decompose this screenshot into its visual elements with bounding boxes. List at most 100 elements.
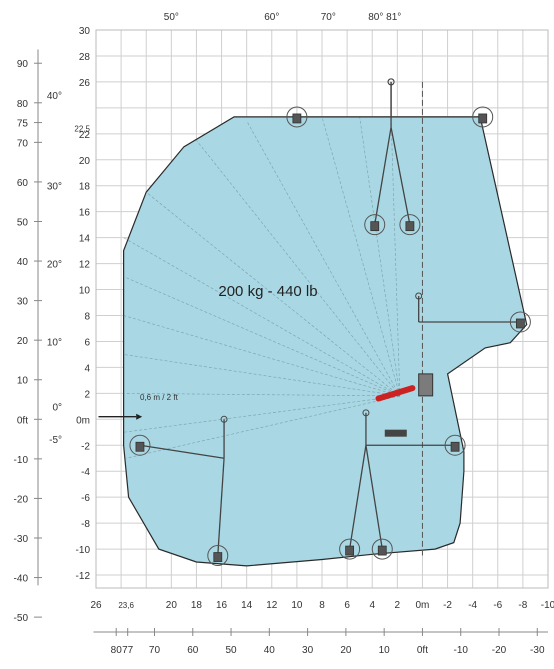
y-tick-ft: -10 <box>14 455 29 466</box>
boom-segment <box>217 458 225 556</box>
boom-arm <box>375 385 416 402</box>
boom-segment <box>365 445 383 550</box>
x-tick-m: -10 <box>541 600 554 611</box>
y-tick-ft: -20 <box>14 494 29 505</box>
boom-positions <box>129 78 531 567</box>
y-tick-m: 28 <box>79 52 91 63</box>
y-tick-ft: 60 <box>17 178 29 189</box>
x-tick-ft: 0ft <box>417 645 428 656</box>
x-tick-m: 26 <box>90 600 102 611</box>
angle-label-top: 50° <box>164 12 179 23</box>
y-tick-m: 4 <box>84 363 90 374</box>
angle-label-top: 60° <box>264 12 279 23</box>
x-tick-ft: 50 <box>225 645 237 656</box>
x-tick-ft: 60 <box>187 645 199 656</box>
basket-icon <box>405 221 415 232</box>
basket-icon <box>370 221 380 232</box>
basket-icon <box>345 545 355 556</box>
offset-note: 0,6 m / 2 ft <box>140 393 179 402</box>
y-tick-m: -6 <box>81 493 90 504</box>
boom-pivot <box>415 292 423 300</box>
machine-base <box>384 429 407 437</box>
reach-line <box>390 116 401 396</box>
y-tick-ft: 70 <box>17 138 29 149</box>
x-tick-m: 0m <box>415 600 429 611</box>
y-tick-ft: -40 <box>14 574 29 585</box>
y-tick-ft: 80 <box>17 99 29 110</box>
reach-line <box>246 120 401 397</box>
y-tick-m: 22 <box>79 130 91 141</box>
x-tick-ft: 77 <box>122 645 134 656</box>
y-tick-m: -4 <box>81 467 90 478</box>
y-tick-ft: 20 <box>17 336 29 347</box>
y-tick-m: 2 <box>84 389 90 400</box>
x-tick-m: -8 <box>518 600 527 611</box>
reach-line <box>196 140 401 397</box>
reach-line <box>123 315 400 397</box>
plot-frame <box>95 29 549 589</box>
y-tick-ft: -50 <box>14 613 29 624</box>
reach-lines <box>123 81 434 556</box>
boom-segment <box>374 127 392 225</box>
y-tick-m: 30 <box>79 26 91 37</box>
angle-label-left: 20° <box>47 260 62 271</box>
angle-label-left: 40° <box>47 91 62 102</box>
reach-line <box>123 395 400 433</box>
basket-outline <box>472 106 494 128</box>
x-tick-ft: 10 <box>379 645 391 656</box>
reach-line <box>123 276 400 397</box>
x-tick-m: 23,6 <box>118 601 134 610</box>
reach-line <box>123 237 401 397</box>
basket-icon <box>478 113 488 124</box>
angle-label-left: -5° <box>49 435 62 446</box>
x-tick-ft: -30 <box>530 645 545 656</box>
basket-outline <box>371 538 393 560</box>
x-tick-m: 2 <box>395 600 401 611</box>
basket-icon <box>213 552 223 562</box>
y-tick-m: 20 <box>79 156 91 167</box>
boom-pivot <box>220 415 228 423</box>
y-tick-ft: 30 <box>17 297 29 308</box>
x-tick-ft: 40 <box>264 645 276 656</box>
offset-arrow-head <box>136 413 143 420</box>
y-tick-ft: 40 <box>17 257 29 268</box>
angle-labels: 40° 30° 20° 10° 0° -5° 50° 60° 70° 80° 81° <box>47 12 401 446</box>
reach-line <box>123 354 400 397</box>
x-tick-m: -6 <box>493 600 502 611</box>
x-tick-m: 16 <box>216 600 228 611</box>
reach-line <box>146 191 401 397</box>
reach-line <box>359 116 401 396</box>
basket-outline <box>399 214 421 236</box>
basket-outline <box>286 106 308 128</box>
angle-label-left: 0° <box>52 402 62 413</box>
boom-segment <box>139 444 225 459</box>
x-tick-ft: 80 <box>111 645 123 656</box>
y-tick-m: 8 <box>84 311 90 322</box>
x-tick-ft: 30 <box>302 645 314 656</box>
x-tick-m: -4 <box>468 600 477 611</box>
y-tick-m: -10 <box>76 545 91 556</box>
basket-icon <box>135 441 145 452</box>
capacity-label: 200 kg - 440 lb <box>218 283 317 300</box>
boom-segment <box>390 127 411 225</box>
y-tick-m: 6 <box>84 337 90 348</box>
y-tick-m: 10 <box>79 286 91 297</box>
y-tick-ft: 90 <box>17 59 29 70</box>
y-tick-m: 0m <box>76 415 90 426</box>
reach-line <box>126 395 400 459</box>
machine-body <box>418 373 434 397</box>
x-tick-ft: -10 <box>453 645 468 656</box>
boom-pivot <box>387 78 395 86</box>
basket-outline <box>444 434 466 456</box>
y-tick-ft: 10 <box>17 376 29 387</box>
angle-label-top: 70° <box>321 12 336 23</box>
y-tick-ft: -30 <box>14 534 29 545</box>
reach-line <box>321 116 401 397</box>
x-tick-m: 20 <box>166 600 178 611</box>
y-tick-m: -8 <box>81 519 90 530</box>
y-tick-m: 18 <box>79 182 91 193</box>
x-tick-m: 6 <box>344 600 350 611</box>
y-tick-m: 22,5 <box>74 124 90 133</box>
x-tick-m: 4 <box>369 600 375 611</box>
basket-outline <box>364 214 386 236</box>
